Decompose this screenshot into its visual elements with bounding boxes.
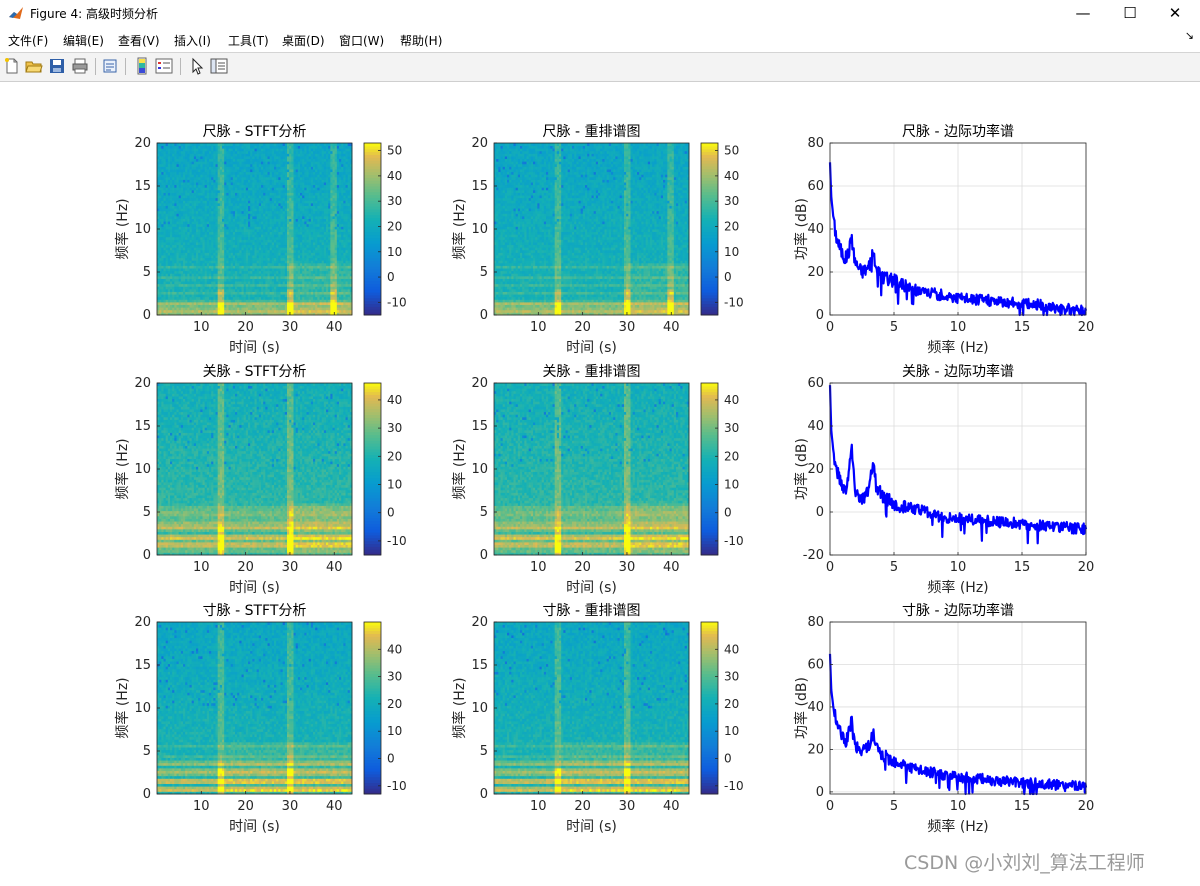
minimize-button[interactable]: —: [1060, 0, 1106, 26]
figure-canvas: 10 20 30 40 0 5 10 15 20 尺脉 - STFT分析 时间 (s) 频率 (Hz)…: [0, 82, 1200, 882]
menu-help[interactable]: 帮助(H): [400, 32, 442, 49]
undock-arrow-icon[interactable]: ↘: [1185, 29, 1194, 42]
property-inspector-icon[interactable]: [210, 57, 228, 75]
pointer-icon[interactable]: [188, 57, 206, 75]
menu-edit[interactable]: 编辑(E): [63, 32, 104, 49]
open-folder-icon[interactable]: [25, 57, 43, 75]
title-bar: Figure 4: 高级时频分析 — ☐ ✕: [0, 0, 1200, 26]
print-preview-icon[interactable]: [101, 57, 119, 75]
menu-view[interactable]: 查看(V): [118, 32, 160, 49]
close-icon: ✕: [1169, 4, 1182, 22]
figure-toolbar: [0, 52, 1200, 82]
spectrogram-plot: [157, 143, 352, 315]
maximize-button[interactable]: ☐: [1107, 0, 1153, 26]
maximize-icon: ☐: [1123, 4, 1136, 22]
menu-window[interactable]: 窗口(W): [339, 32, 384, 49]
matlab-app-icon: [8, 5, 24, 21]
save-icon[interactable]: [48, 57, 66, 75]
print-icon[interactable]: [71, 57, 89, 75]
colorbar-icon[interactable]: [133, 57, 151, 75]
toolbar-separator: [125, 58, 126, 75]
toolbar-separator: [180, 58, 181, 75]
toolbar-separator: [95, 58, 96, 75]
legend-icon[interactable]: [155, 57, 173, 75]
menu-tools[interactable]: 工具(T): [228, 32, 269, 49]
menu-desktop[interactable]: 桌面(D): [282, 32, 325, 49]
menu-bar: 文件(F) 编辑(E) 查看(V) 插入(I) 工具(T) 桌面(D) 窗口(W…: [0, 27, 1200, 51]
new-file-icon[interactable]: [3, 57, 21, 75]
minimize-icon: —: [1076, 4, 1091, 22]
menu-file[interactable]: 文件(F): [8, 32, 48, 49]
close-button[interactable]: ✕: [1152, 0, 1198, 26]
window-title: Figure 4: 高级时频分析: [30, 5, 158, 22]
menu-insert[interactable]: 插入(I): [174, 32, 211, 49]
